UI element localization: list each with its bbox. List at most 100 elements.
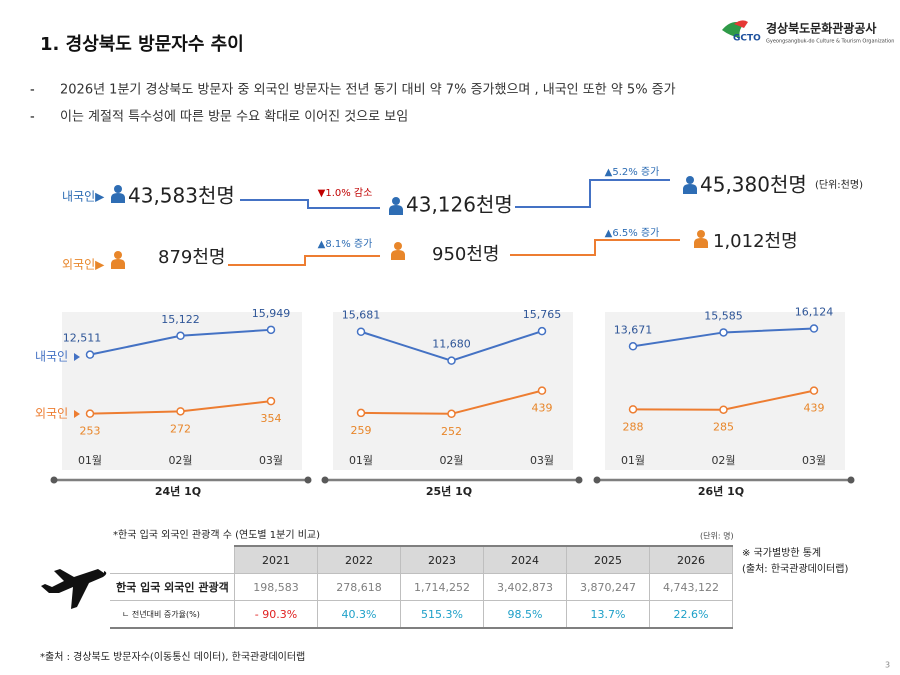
- legend-label: 내국인: [35, 350, 68, 364]
- change-label: ▲8.1% 증가: [318, 238, 373, 250]
- axis-end: [575, 476, 583, 484]
- data-point: [537, 326, 547, 336]
- data-point: [719, 405, 728, 414]
- logo-icon: [734, 20, 748, 28]
- bullet-dash: -: [30, 83, 35, 98]
- table-cell: 98.5%: [483, 600, 567, 629]
- data-point: [719, 328, 728, 337]
- value-label: 15,585: [704, 309, 743, 322]
- bullet-text: 이는 계절적 특수성에 따른 방문 수요 확대로 이어진 것으로 보임: [60, 110, 408, 125]
- change-label: ▲6.5% 증가: [605, 227, 660, 239]
- table-cell: 1,714,252: [400, 573, 484, 601]
- table-header-cell: 2024: [483, 545, 567, 574]
- value-label: 15,122: [161, 313, 200, 326]
- value-label: 12,511: [63, 332, 102, 345]
- table-cell: 4,743,122: [649, 573, 733, 601]
- x-tick-label: 02월: [711, 454, 735, 467]
- value-label: 354: [261, 412, 282, 425]
- data-point: [447, 356, 456, 365]
- value-label: 252: [441, 425, 462, 438]
- summary-value: 45,380천명: [700, 173, 807, 197]
- value-label: 288: [623, 420, 644, 433]
- charts: 01월 02월 03월 24년 1Q 12,511 15,122 15,949 내국인 253 2…: [35, 306, 855, 498]
- table-unit: (단위: 명): [700, 531, 734, 541]
- value-label: 15,949: [252, 307, 291, 320]
- x-tick-label: 01월: [349, 454, 373, 467]
- table-header-row: 2021 2022 2023 2024 2025 2026: [110, 545, 733, 574]
- value-label: 15,765: [523, 308, 562, 321]
- data-point: [356, 327, 366, 336]
- logo-sub: Gyeongsangbuk-do Culture & Tourism Organ…: [766, 39, 894, 45]
- airplane-icon: [41, 569, 107, 609]
- value-label: 11,680: [432, 338, 471, 351]
- panel-title: 26년 1Q: [698, 484, 744, 498]
- legend-arrow: [74, 410, 80, 418]
- value-label: 259: [351, 424, 372, 437]
- table-caption: *한국 입국 외국인 관광객 수 (연도별 1분기 비교): [113, 528, 320, 541]
- axis-end: [321, 476, 329, 484]
- summary-value: 43,583천명: [128, 184, 235, 208]
- person-icon: [111, 176, 697, 215]
- data-point: [809, 324, 819, 333]
- logo-mark: GCTO: [733, 34, 761, 44]
- data-point: [447, 409, 456, 419]
- x-tick-label: 02월: [439, 454, 463, 467]
- data-point: [85, 350, 95, 359]
- value-label: 439: [532, 402, 553, 415]
- table-header-cell: 2021: [234, 545, 318, 574]
- value-label: 253: [80, 425, 101, 438]
- value-label: 439: [804, 402, 825, 415]
- logo-name: 경상북도문화관광공사: [766, 21, 876, 36]
- logo-icon: [722, 22, 744, 38]
- legend-arrow: [74, 353, 80, 361]
- axis-end: [304, 476, 312, 484]
- summary-value: 1,012천명: [713, 231, 798, 252]
- summary-label: 내국인▶: [62, 190, 105, 204]
- trend-step: [228, 239, 680, 266]
- x-tick-label: 01월: [78, 454, 102, 467]
- footer-source: *출처 : 경상북도 방문자수(이동통신 데이터), 한국관광데이터랩: [40, 650, 305, 663]
- table-header-cell: 2023: [400, 545, 484, 574]
- person-icon: [111, 230, 708, 269]
- data-point: [628, 405, 638, 414]
- summary-value: 43,126천명: [406, 193, 513, 217]
- panel-title: 25년 1Q: [426, 484, 472, 498]
- table-note: ※ 국가별방한 통계: [742, 547, 821, 559]
- table-header-cell: 2022: [317, 545, 401, 574]
- axis-end: [593, 476, 601, 484]
- data-point: [85, 409, 95, 418]
- x-tick-label: 03월: [259, 454, 283, 467]
- visitor-table: 2021 2022 2023 2024 2025 2026 한국 입국 외국인 관광객 198…: [110, 545, 733, 629]
- bullet-text: 2026년 1분기 경상북도 방문자 중 외국인 방문자는 전년 동기 대비 약…: [60, 82, 676, 98]
- bullet-dash: -: [30, 110, 35, 125]
- panel-title: 24년 1Q: [155, 484, 201, 498]
- table-cell: 198,583: [234, 573, 318, 601]
- unit-label: (단위:천명): [815, 178, 863, 191]
- summary-label: 외국인▶: [62, 258, 105, 272]
- value-label: 15,681: [342, 309, 381, 322]
- summary-value: 950천명: [432, 244, 499, 265]
- table-cell: 22.6%: [649, 600, 733, 629]
- slide-title: 1. 경상북도 방문자수 추이: [40, 34, 244, 55]
- summary-value: 879천명: [158, 247, 225, 268]
- data-point: [266, 325, 276, 335]
- data-point: [176, 331, 185, 341]
- panel-bg: [605, 312, 845, 470]
- table-cell: - 90.3%: [234, 600, 318, 629]
- value-label: 16,124: [795, 306, 834, 319]
- axis-end: [50, 476, 58, 484]
- data-point: [176, 407, 185, 416]
- page-number: 3: [885, 661, 890, 670]
- data-point: [356, 408, 366, 418]
- table-header-cell: 2025: [566, 545, 650, 574]
- row-label: ㄴ 전년대비 증가율(%): [110, 600, 235, 629]
- data-point: [537, 386, 547, 395]
- data-point: [809, 386, 819, 395]
- value-label: 272: [170, 422, 191, 435]
- table-cell: 40.3%: [317, 600, 401, 629]
- table-note: (출처: 한국관광데이터랩): [742, 563, 848, 575]
- data-point: [266, 396, 276, 406]
- table-cell: 3,402,873: [483, 573, 567, 601]
- x-tick-label: 02월: [168, 454, 192, 467]
